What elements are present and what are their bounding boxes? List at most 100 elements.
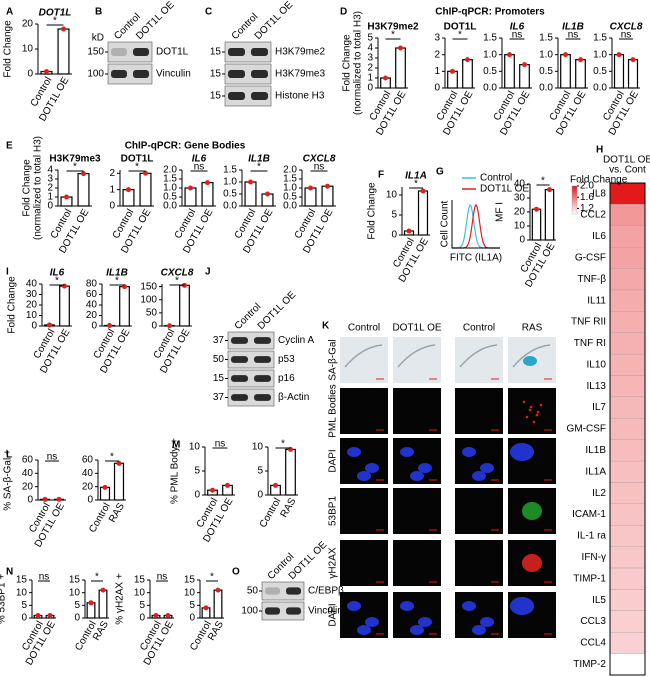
micrograph [393, 337, 441, 383]
heatmap-cell [609, 268, 646, 291]
y-tick-label: 20 [22, 481, 34, 492]
bar [462, 59, 473, 89]
bar [575, 59, 586, 89]
y-axis-label: Cell Count [440, 200, 451, 247]
sig-label: ns [157, 572, 168, 583]
legend-tick-label: 1.6 [580, 192, 594, 203]
chart-title: CXCL8 [610, 22, 643, 33]
nucleus [410, 471, 424, 481]
y-tick-label: 2 [47, 183, 53, 194]
blot-band [228, 48, 245, 56]
y-tick-label: 3 [367, 53, 373, 64]
band-label: Cyclin A [278, 335, 314, 346]
row-label: IL6 [592, 231, 606, 242]
row-label: IL5 [592, 595, 606, 606]
stained-cell [523, 356, 537, 366]
nucleus [347, 447, 361, 457]
chart-title: DOT1L [121, 154, 154, 165]
row-label: IL7 [592, 402, 606, 413]
sig-label: * [257, 162, 261, 173]
bar [179, 284, 190, 327]
color-bar [571, 185, 578, 215]
heatmap-cell [609, 204, 646, 226]
blot-band [231, 394, 248, 401]
y-tick-label: 2 [434, 49, 440, 60]
row-label: TNF RI [574, 338, 606, 349]
panel-letter: L [6, 450, 12, 461]
column-label: RAS [522, 323, 543, 334]
bar [57, 28, 70, 75]
y-tick-label: 5 [189, 600, 195, 611]
y-tick-label: 0.5 [163, 192, 177, 203]
y-tick-label: 15 [184, 575, 196, 586]
sig-label: * [210, 572, 214, 583]
row-label: SA-β-Gal [328, 339, 339, 380]
chart-title: CXCL8 [161, 268, 194, 279]
nucleus [480, 463, 494, 473]
data-point [420, 188, 426, 194]
blot-band [228, 92, 245, 100]
y-tick-label: 0.0 [163, 201, 177, 212]
row-label: γH2AX [328, 547, 339, 578]
panel-letter: C [205, 7, 212, 18]
data-point [210, 487, 215, 493]
data-point [547, 187, 552, 193]
row-label: IL8 [592, 188, 606, 199]
y-tick-label: 0.5 [483, 66, 497, 77]
micrograph [393, 488, 441, 534]
band-label: C/EBPβ [308, 586, 344, 597]
y-tick-label: 0 [139, 613, 145, 624]
sig-label: ns [568, 30, 579, 41]
panel-letter: J [205, 267, 211, 278]
chart-title: H3K79me2 [367, 22, 419, 33]
blot-band [254, 356, 271, 363]
y-tick-label: 1.5 [483, 33, 497, 44]
heatmap-cell [609, 418, 646, 440]
marker-label: 15 [210, 69, 222, 80]
y-tick-label: 5 [367, 33, 373, 44]
y-tick-label: 1.5 [539, 33, 553, 44]
bar [285, 448, 296, 496]
marker-label: 100 [87, 69, 104, 80]
y-tick-label: 40 [86, 300, 98, 311]
y-tick-label: 4 [367, 43, 373, 54]
sig-label: * [458, 30, 462, 41]
chart-title: H3K79me3 [49, 154, 101, 165]
nucleus [462, 601, 476, 611]
sig-label: ns [194, 162, 205, 173]
y-tick-label: 0 [151, 321, 157, 332]
y-tick-label: 15 [16, 575, 28, 586]
panel-letter: N [6, 567, 13, 578]
lane-label: DOT1L OE [253, 0, 296, 42]
y-axis-label: % PML Body + [170, 438, 181, 504]
y-tick-label: 0 [109, 201, 115, 212]
y-tick-label: 10 [16, 587, 28, 598]
y-tick-label: 50 [146, 308, 158, 319]
blot-band [111, 70, 127, 78]
nucleus [410, 625, 424, 635]
row-label: IL13 [587, 381, 607, 392]
data-point [42, 496, 48, 502]
y-tick-label: 1.5 [223, 165, 237, 176]
data-point [406, 228, 412, 234]
sig-label: * [115, 276, 119, 287]
nucleus [510, 443, 534, 461]
bar [304, 187, 317, 207]
cell [459, 344, 498, 368]
y-tick-label: 0 [519, 235, 525, 246]
nucleus [480, 617, 494, 627]
column-label: Control [348, 323, 380, 334]
data-point [100, 587, 106, 593]
y-tick-label: 2 [367, 63, 373, 74]
data-point [35, 612, 41, 618]
micrograph [393, 540, 441, 586]
bar [544, 189, 555, 241]
column-label: Control [463, 323, 495, 334]
sig-label: ns [215, 439, 226, 450]
data-point [325, 183, 330, 189]
nucleus [418, 463, 432, 473]
y-tick-label: 150 [140, 281, 157, 292]
y-axis-label: % 53BP1 + [0, 574, 8, 624]
y-tick-label: 1 [367, 73, 373, 84]
